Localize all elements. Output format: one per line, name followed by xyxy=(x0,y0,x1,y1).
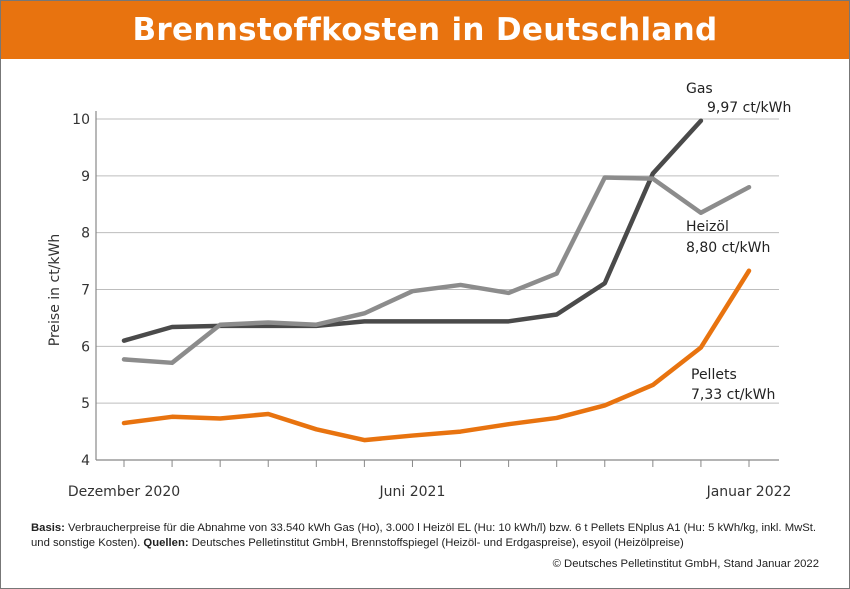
sources-label: Quellen: xyxy=(143,537,189,549)
series-name-label: Pellets xyxy=(691,367,737,383)
y-axis-label: Preise in ct/kWh xyxy=(47,234,63,346)
sources-text: Deutsches Pelletinstitut GmbH, Brennstof… xyxy=(188,537,684,549)
series-line-pellets xyxy=(121,268,752,443)
series-line-heizöl xyxy=(121,175,752,366)
series-value-label: 7,33 ct/kWh xyxy=(691,387,775,403)
basis-text: Verbraucherpreise für die Abnahme von 33… xyxy=(31,522,817,549)
y-tick-label: 9 xyxy=(81,169,90,185)
series-name-label: Gas xyxy=(686,81,713,97)
x-tick-label: Dezember 2020 xyxy=(68,484,180,500)
footnote: Basis: Verbraucherpreise für die Abnahme… xyxy=(31,521,831,551)
page-title: Brennstoffkosten in Deutschland xyxy=(1,1,849,59)
y-tick-label: 6 xyxy=(81,339,90,355)
x-tick-label: Januar 2022 xyxy=(706,484,792,500)
x-tick-label: Juni 2021 xyxy=(379,484,446,500)
series-value-label: 8,80 ct/kWh xyxy=(686,240,770,256)
series-line-gas xyxy=(121,118,704,343)
series-name-label: Heizöl xyxy=(686,219,729,235)
y-tick-label: 7 xyxy=(81,283,90,299)
series-value-label: 9,97 ct/kWh xyxy=(707,100,791,116)
line-chart: 4 5 6 7 8 9 10 Dezember 2020 Juni 2021 Januar 202… xyxy=(47,81,792,500)
copyright: © Deutsches Pelletinstitut GmbH, Stand J… xyxy=(552,558,819,570)
basis-label: Basis: xyxy=(31,522,65,534)
y-tick-label: 10 xyxy=(72,112,90,128)
y-tick-label: 4 xyxy=(81,453,90,469)
y-tick-label: 5 xyxy=(81,396,90,412)
y-tick-label: 8 xyxy=(81,226,90,242)
